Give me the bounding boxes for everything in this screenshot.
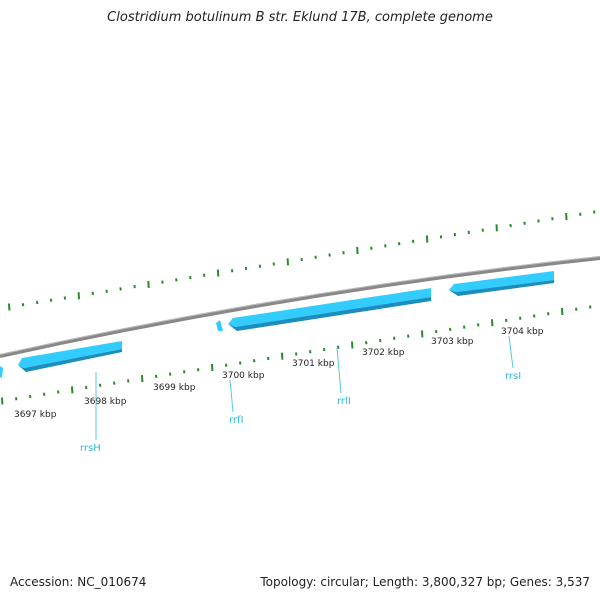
- accession-text: Accession: NC_010674: [10, 575, 147, 589]
- scale-labels: 3697 kbp 3698 kbp 3699 kbp 3700 kbp 3701…: [14, 327, 544, 420]
- gene-feature-partial[interactable]: [0, 366, 3, 378]
- tick-row-lower: [1, 305, 592, 405]
- gene-feature-rrlI[interactable]: [228, 288, 431, 327]
- scale-label-3700: 3700 kbp: [222, 371, 265, 381]
- scale-label-3697: 3697 kbp: [14, 410, 57, 420]
- gene-feature-rrfI[interactable]: [216, 320, 223, 331]
- gene-labels: rrsH rrfI rrlI rrsI: [80, 371, 521, 454]
- scale-label-3703: 3703 kbp: [431, 337, 474, 347]
- scale-label-3702: 3702 kbp: [362, 348, 405, 358]
- genome-backbone: [0, 256, 600, 358]
- gene-feature-rrsH[interactable]: [18, 341, 122, 368]
- scale-label-3698: 3698 kbp: [84, 397, 127, 407]
- gene-label-rrsH[interactable]: rrsH: [80, 443, 101, 454]
- gene-features: [0, 271, 554, 378]
- tick-row-upper: [8, 210, 596, 311]
- scale-label-3701: 3701 kbp: [292, 359, 335, 369]
- gene-feature-rrsI[interactable]: [449, 271, 554, 292]
- label-leaders: [95, 335, 514, 440]
- scale-label-3699: 3699 kbp: [153, 383, 196, 393]
- gene-label-rrfI[interactable]: rrfI: [229, 415, 244, 426]
- gene-label-rrlI[interactable]: rrlI: [337, 396, 351, 407]
- map-title: Clostridium botulinum B str. Eklund 17B,…: [107, 10, 493, 25]
- genome-summary-text: Topology: circular; Length: 3,800,327 bp…: [260, 575, 590, 589]
- scale-label-3704: 3704 kbp: [501, 327, 544, 337]
- gene-label-rrsI[interactable]: rrsI: [505, 371, 521, 382]
